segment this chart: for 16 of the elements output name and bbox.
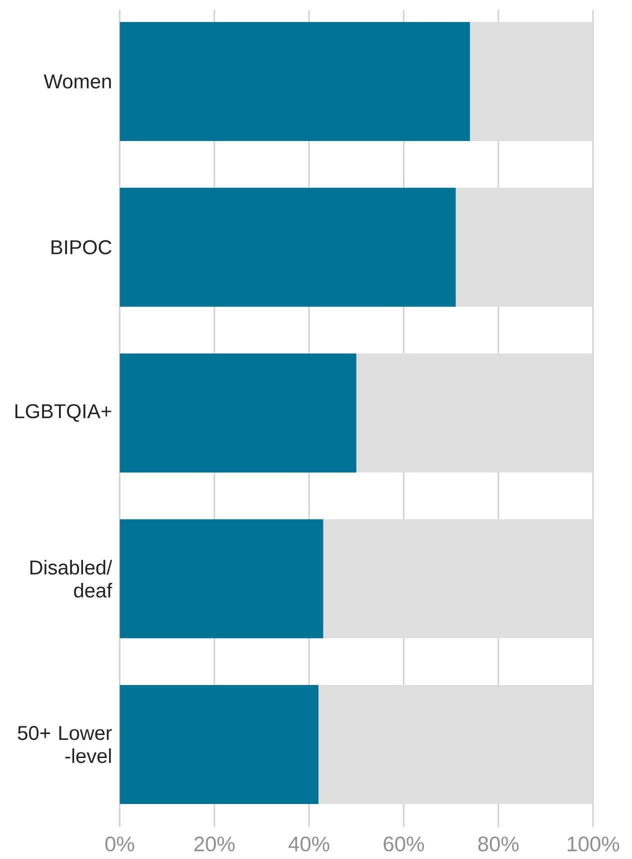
- bar: [120, 684, 318, 804]
- y-tick-label: 50+ Lower -level: [18, 726, 112, 764]
- y-tick-label: BIPOC: [52, 240, 112, 254]
- x-tick-label: 0%: [105, 836, 134, 852]
- bar: [120, 519, 324, 638]
- x-tick-label: 40%: [288, 836, 330, 852]
- y-tick-label: Women: [44, 74, 111, 88]
- x-tick-label: 80%: [478, 836, 519, 852]
- x-tick-label: 20%: [194, 836, 235, 852]
- bar: [120, 353, 356, 473]
- y-tick-label: LGBTQIA+: [15, 404, 112, 422]
- bar: [120, 22, 470, 142]
- y-tick-label: Disabled/deaf: [30, 560, 112, 598]
- x-tick-label: 60%: [384, 836, 424, 852]
- bar: [120, 188, 456, 307]
- x-tick-label: 100%: [568, 836, 620, 852]
